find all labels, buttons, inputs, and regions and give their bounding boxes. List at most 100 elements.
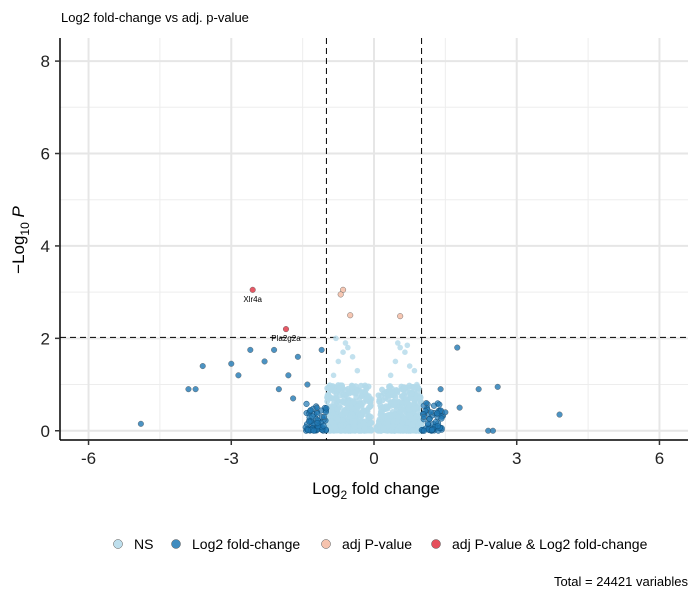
point-ns	[349, 354, 356, 360]
legend-label: Log2 fold-change	[192, 536, 300, 552]
point-ns	[401, 384, 408, 391]
point-ns	[338, 427, 345, 434]
point-ns	[375, 392, 382, 399]
point-fc	[494, 383, 501, 390]
point-ns	[358, 393, 365, 400]
point-ns	[402, 349, 408, 356]
x-tick-label: 3	[512, 449, 521, 468]
point-ns	[397, 344, 403, 351]
point-ns	[356, 427, 363, 434]
point-ns	[351, 390, 358, 397]
point-ns	[334, 416, 341, 423]
gene-annotations: Xlr4a Pla2g2a	[243, 295, 301, 343]
y-axis-title: −Log10 P	[9, 205, 32, 273]
point-fc	[313, 404, 320, 411]
point-ns	[351, 423, 358, 430]
point-fc	[323, 405, 330, 412]
point-fc	[314, 410, 321, 417]
point-fc	[420, 413, 427, 420]
y-tick-label: 0	[41, 422, 50, 441]
point-ns	[399, 407, 406, 413]
point-ns	[378, 413, 385, 420]
point-fc	[137, 420, 144, 427]
point-fc	[310, 427, 317, 434]
point-fc	[309, 413, 316, 420]
point-fc	[321, 413, 328, 420]
point-fc	[320, 422, 327, 429]
x-tick-label: 6	[655, 449, 664, 468]
x-tick-label: -6	[81, 449, 96, 468]
point-fc	[294, 353, 301, 360]
point-ns	[344, 424, 351, 431]
legend: NS Log2 fold-change adj P-value adj P-value…	[113, 536, 648, 552]
point-ns	[354, 367, 361, 374]
point-ns	[417, 394, 424, 401]
point-ns	[413, 413, 420, 420]
point-ns	[379, 386, 386, 393]
point-fc	[438, 415, 445, 422]
point-ns	[380, 404, 387, 411]
point-fc	[199, 363, 206, 370]
grid	[60, 38, 688, 440]
point-ns	[406, 411, 413, 418]
point-fc	[275, 386, 282, 393]
point-ns	[354, 403, 361, 410]
legend-swatch	[431, 539, 441, 549]
legend-label: adj P-value	[342, 536, 412, 552]
point-ns	[361, 425, 368, 432]
point-ns	[358, 382, 365, 389]
point-ns	[392, 358, 399, 365]
point-ns	[409, 390, 415, 397]
point-ns	[349, 405, 356, 412]
point-fc	[436, 401, 443, 408]
point-ns	[360, 407, 367, 414]
point-ns	[404, 400, 411, 406]
point-fc	[489, 427, 496, 434]
point-fc	[261, 358, 268, 365]
point-ns	[350, 399, 357, 406]
point-fc	[428, 426, 435, 433]
point-ns	[398, 425, 405, 432]
point-ns	[388, 388, 395, 395]
point-ns	[335, 358, 342, 365]
point-ns	[387, 372, 394, 379]
point-ns	[394, 340, 401, 346]
point-ns	[364, 408, 371, 415]
point-ns	[399, 400, 406, 407]
point-ns	[342, 340, 349, 346]
point-ns	[336, 386, 343, 393]
point-ns	[411, 367, 418, 374]
point-fc	[290, 395, 297, 402]
point-ns	[366, 399, 373, 406]
point-fc	[556, 411, 563, 418]
point-ns	[328, 386, 334, 392]
point-ns	[400, 415, 407, 422]
point-fc	[428, 409, 435, 416]
y-tick-label: 2	[41, 329, 50, 348]
point-ns	[390, 418, 396, 425]
y-tick-label: 6	[41, 145, 50, 164]
point-fc	[442, 409, 449, 416]
point-ns	[331, 423, 338, 430]
point-ns	[414, 389, 421, 396]
point-fc	[314, 420, 321, 427]
point-ns	[357, 412, 364, 419]
point-fc	[304, 381, 311, 388]
point-fc	[475, 386, 482, 393]
point-fc	[426, 416, 433, 423]
point-ns	[337, 404, 344, 411]
point-fc	[285, 372, 292, 379]
x-tick-label: -3	[224, 449, 239, 468]
gene-label: Xlr4a	[243, 295, 262, 304]
point-ns	[339, 399, 346, 406]
point-fc	[271, 346, 278, 353]
point-fc	[303, 400, 310, 407]
point-ns	[365, 414, 372, 421]
point-fc	[185, 386, 192, 393]
point-ns	[406, 382, 413, 389]
data-points	[137, 286, 563, 434]
point-ns	[340, 349, 346, 356]
point-ns	[356, 423, 363, 429]
point-ns	[380, 425, 387, 432]
point-ns	[333, 395, 339, 402]
